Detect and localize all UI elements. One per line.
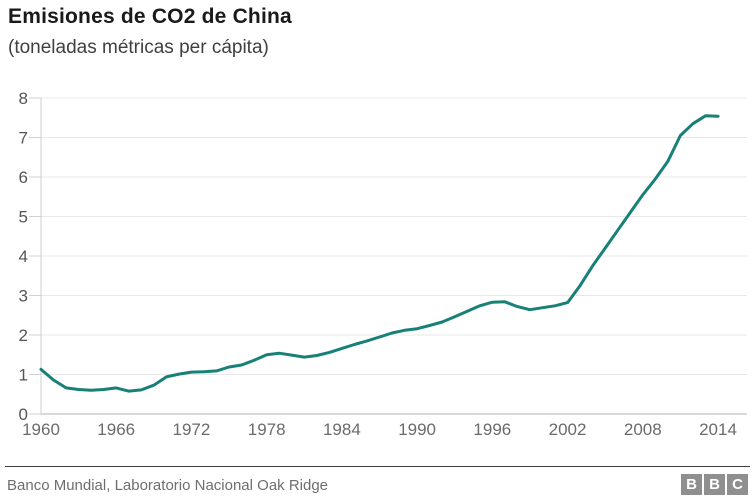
y-tick-label: 1 [19,366,28,385]
y-tick-label: 5 [19,208,28,227]
x-tick-label: 1972 [173,420,211,439]
x-tick-label: 1960 [22,420,60,439]
x-tick-label: 2014 [699,420,737,439]
y-tick-label: 3 [19,287,28,306]
y-tick-label: 0 [19,405,28,424]
y-tick-label: 7 [19,129,28,148]
x-tick-label: 1966 [97,420,135,439]
chart-title: Emisiones de CO2 de China [8,5,292,28]
x-tick-label: 1996 [473,420,511,439]
line-chart: 0 1 2 3 4 5 6 7 8 1960 1966 1972 1978 1984 1990 1996 200… [19,89,747,439]
x-tick-labels: 1960 1966 1972 1978 1984 1990 1996 2002 2008 2014 [22,420,737,439]
y-tick-label: 4 [19,247,28,266]
x-tick-label: 1990 [398,420,436,439]
series-line-co2 [39,114,720,393]
x-tick-label: 2002 [549,420,587,439]
y-gridlines: 0 1 2 3 4 5 6 7 8 [19,89,747,424]
bbc-logo: B B C [681,474,748,495]
y-tick-label: 6 [19,168,28,187]
bbc-logo-block-c: C [727,474,748,495]
x-tick-label: 1984 [323,420,361,439]
x-tick-label: 1978 [248,420,286,439]
x-tick-label: 2008 [624,420,662,439]
y-tick-label: 2 [19,326,28,345]
bbc-logo-block-b1: B [681,474,702,495]
source-text: Banco Mundial, Laboratorio Nacional Oak … [7,477,329,494]
footer-divider [5,466,750,467]
bbc-logo-block-b2: B [704,474,725,495]
y-tick-label: 8 [19,89,28,108]
chart-subtitle: (toneladas métricas per cápita) [8,37,269,58]
